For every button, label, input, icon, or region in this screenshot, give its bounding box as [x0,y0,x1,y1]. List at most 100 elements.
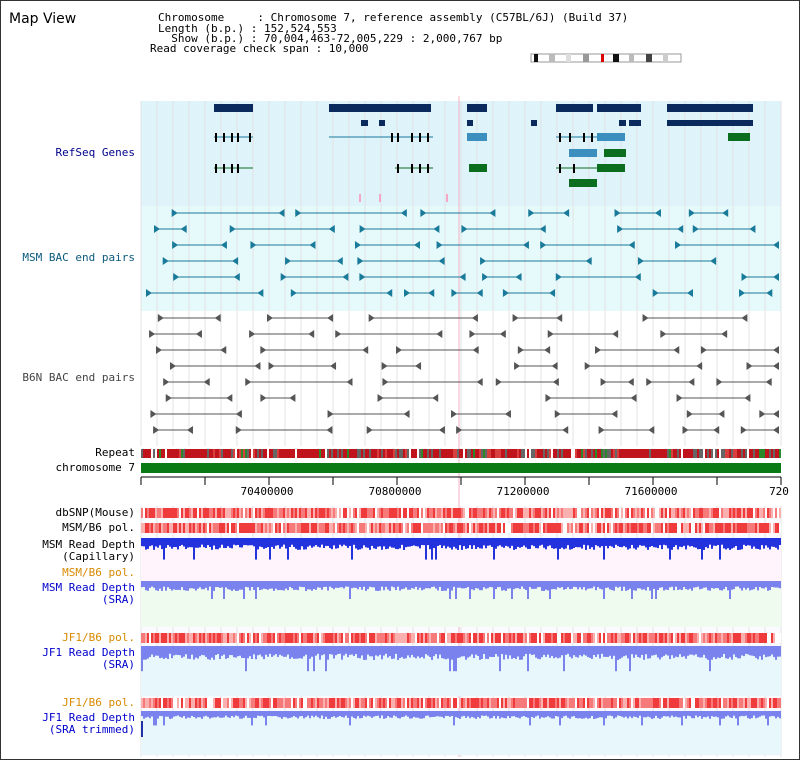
msm-read-depth-capillary [159,538,161,546]
msm-read-depth-capillary [631,538,633,545]
msm-read-depth-capillary [271,538,273,547]
msm-read-depth-sra [737,581,739,587]
repeat-segment [549,449,551,458]
jf1-b6-pol-heat-2 [539,698,541,708]
jf1-b6-pol-heat-2 [759,698,761,708]
msm-read-depth-capillary [363,538,365,546]
jf1-read-depth-sra [565,646,567,655]
track-label-jf1-read-depth-trimmed[interactable]: JF1 Read Depth [42,711,135,724]
jf1-read-depth-sra [415,646,417,659]
dbsnp-heat [189,508,191,518]
track-label-msm-b6-pol-2[interactable]: MSM/B6 pol. [62,566,135,579]
jf1-read-depth-sra [525,646,527,654]
dbsnp-heat [643,508,645,518]
dbsnp-heat [723,508,725,518]
jf1-read-depth-sra [743,646,745,657]
track-label-msm-b6-pol[interactable]: MSM/B6 pol. [62,521,135,534]
msm-bac-pair-end [290,289,297,297]
track-label-jf1-b6-pol-2[interactable]: JF1/B6 pol. [62,696,135,709]
dbsnp-heat [561,508,563,518]
dbsnp-heat [225,508,227,518]
track-label-jf1-b6-pol[interactable]: JF1/B6 pol. [62,631,135,644]
track-label-dbsnp[interactable]: dbSNP(Mouse) [55,506,135,519]
jf1-read-depth-sra [273,646,275,656]
jf1-b6-pol-heat [239,633,241,643]
b6n-bac-pair-end [598,426,605,434]
dbsnp-heat [261,508,263,518]
track-label-b6n-bac-end-pairs[interactable]: B6N BAC end pairs [22,371,135,384]
msm-bac-pair-end [145,289,152,297]
jf1-b6-pol-heat [465,633,467,643]
jf1-b6-pol-heat-2 [649,698,651,708]
jf1-b6-pol-heat-2 [757,698,759,708]
msm-read-depth-sra [495,581,497,590]
msm-b6-pol-heat [215,523,217,533]
jf1-b6-pol-heat-2 [565,698,567,708]
repeat-segment [703,449,705,458]
jf1-read-depth-sra [371,646,373,657]
msm-read-depth-capillary [443,538,445,546]
msm-read-depth-capillary [187,538,189,548]
b6n-bac-pair-end [150,410,157,418]
jf1-b6-pol-heat [557,633,559,643]
msm-read-depth-capillary [437,538,439,546]
jf1-read-depth-trimmed [739,711,741,717]
msm-read-depth-capillary [635,538,637,550]
track-label-msm-read-depth-capillary[interactable]: MSM Read Depth [42,538,135,551]
track-label-jf1-read-depth-sra[interactable]: JF1 Read Depth [42,646,135,659]
repeat-segment [211,449,213,458]
msm-b6-pol-heat [241,523,243,533]
jf1-b6-pol-heat [501,633,503,643]
jf1-read-depth-sra [453,646,455,672]
jf1-read-depth-trimmed [241,711,243,719]
jf1-b6-pol-heat-2 [403,698,405,708]
track-label-msm-bac-end-pairs[interactable]: MSM BAC end pairs [22,251,135,264]
jf1-read-depth-trimmed [667,711,669,717]
jf1-b6-pol-heat [757,633,759,643]
msm-read-depth-sra [693,581,695,588]
jf1-b6-pol-heat [177,633,179,643]
jf1-b6-pol-heat-2 [151,698,153,708]
repeat-segment [463,449,465,458]
jf1-b6-pol-heat-2 [359,698,361,708]
msm-read-depth-sra [339,581,341,588]
jf1-b6-pol-heat-2 [267,698,269,708]
jf1-read-depth-sra [253,646,255,655]
msm-b6-pol-heat [767,523,769,533]
jf1-b6-pol-heat-2 [301,698,303,708]
jf1-b6-pol-heat [707,633,709,643]
jf1-b6-pol-heat-2 [723,698,725,708]
msm-bac-pair-end [741,273,748,281]
repeat-segment [475,449,477,458]
repeat-segment [535,449,537,458]
msm-read-depth-sra [409,581,411,590]
msm-read-depth-sra [287,581,289,591]
jf1-read-depth-sra [513,646,515,658]
jf1-b6-pol-heat-2 [747,698,749,708]
msm-b6-pol-heat [253,523,255,533]
jf1-read-depth-trimmed [491,711,493,719]
msm-read-depth-sra [565,581,567,589]
repeat-segment [455,449,457,458]
track-label-msm-read-depth-sra[interactable]: MSM Read Depth [42,581,135,594]
msm-read-depth-capillary [213,538,215,546]
repeat-segment [375,449,377,458]
jf1-b6-pol-heat [515,633,517,643]
track-label-refseq-genes[interactable]: RefSeq Genes [55,146,135,159]
jf1-b6-pol-heat [345,633,347,643]
dbsnp-heat [443,508,445,518]
dbsnp-heat [361,508,363,518]
jf1-read-depth-trimmed [441,711,443,717]
jf1-b6-pol-heat [591,633,593,643]
msm-b6-pol-heat [229,523,231,533]
jf1-read-depth-trimmed [625,711,627,717]
msm-read-depth-capillary [409,538,411,547]
dbsnp-heat [525,508,527,518]
dbsnp-heat [405,508,407,518]
repeat-segment [701,449,703,458]
jf1-b6-pol-heat-2 [167,698,169,708]
repeat-segment [737,449,739,458]
jf1-read-depth-trimmed [331,711,333,718]
msm-read-depth-capillary [655,538,657,548]
